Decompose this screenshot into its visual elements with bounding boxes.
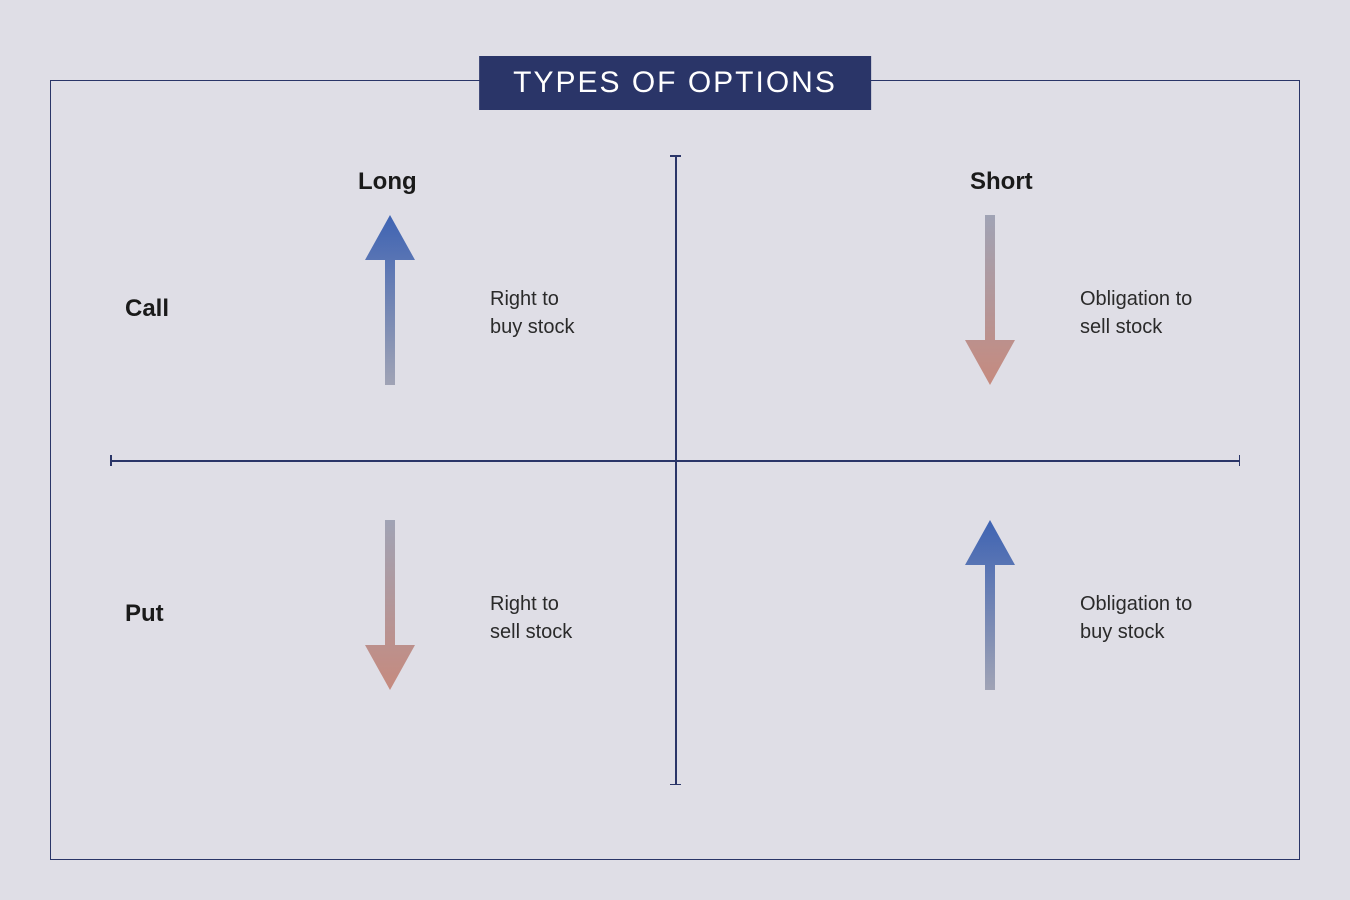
arrow-up-icon (360, 215, 420, 385)
desc-line: buy stock (490, 316, 574, 338)
vertical-axis (675, 155, 677, 785)
long-put-description: Right to sell stock (490, 590, 670, 646)
desc-line: Obligation to (1080, 593, 1192, 615)
desc-line: Right to (490, 593, 559, 615)
diagram-title: TYPES OF OPTIONS (479, 56, 871, 110)
desc-line: sell stock (490, 621, 572, 643)
desc-line: buy stock (1080, 621, 1164, 643)
row-header-put: Put (125, 600, 164, 628)
row-header-call: Call (125, 295, 169, 323)
short-put-description: Obligation to buy stock (1080, 590, 1260, 646)
desc-line: Right to (490, 288, 559, 310)
arrow-down-icon (360, 520, 420, 690)
column-header-short: Short (970, 168, 1033, 196)
column-header-long: Long (358, 168, 417, 196)
horizontal-axis (110, 460, 1240, 462)
short-call-description: Obligation to sell stock (1080, 285, 1260, 341)
desc-line: sell stock (1080, 316, 1162, 338)
arrow-up-icon (960, 520, 1020, 690)
desc-line: Obligation to (1080, 288, 1192, 310)
arrow-down-icon (960, 215, 1020, 385)
long-call-description: Right to buy stock (490, 285, 670, 341)
